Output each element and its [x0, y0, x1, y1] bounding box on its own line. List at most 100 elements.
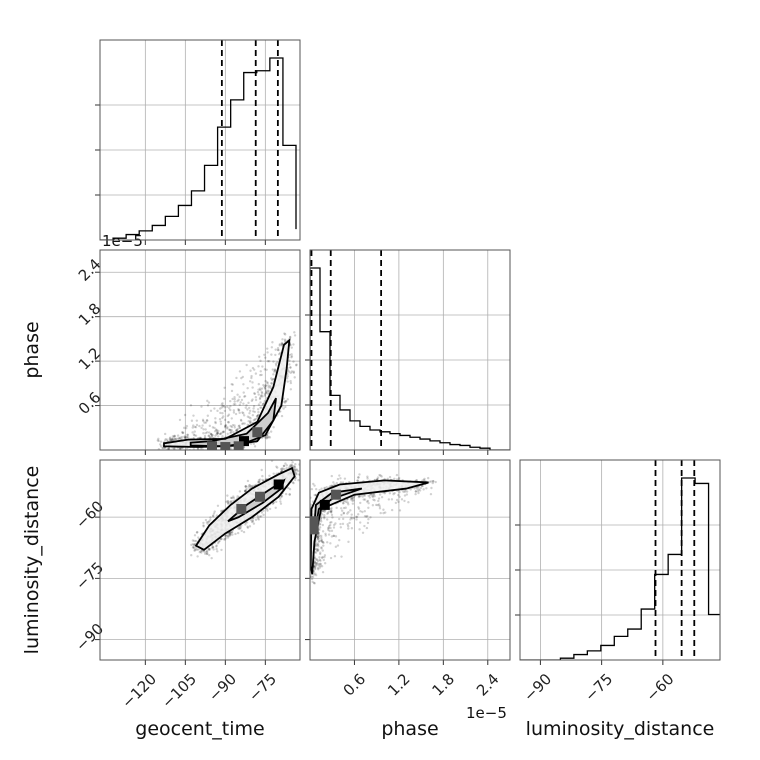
phase-vs-luminosity-distance-sample-point	[318, 556, 321, 559]
geocent-time-vs-phase-sample-point	[203, 434, 207, 438]
y-axis-title-phase: phase	[21, 321, 43, 378]
geocent-time-vs-luminosity-distance-sample-point	[259, 515, 263, 518]
geocent-time-vs-phase-sample-point	[210, 433, 213, 436]
geocent-time-vs-luminosity-distance-sample-point	[257, 481, 260, 484]
geocent-time-vs-phase-sample-point	[260, 392, 264, 395]
geocent-time-vs-phase-sample-point	[173, 434, 176, 437]
phase-vs-luminosity-distance-sample-point	[315, 561, 319, 565]
geocent-time-vs-phase-sample-point	[266, 381, 269, 385]
geocent-time-vs-luminosity-distance-sample-point	[200, 549, 203, 552]
geocent-time-vs-phase-sample-point	[263, 392, 267, 396]
geocent-time-vs-phase-sample-point	[178, 437, 181, 441]
geocent-time-vs-phase-sample-point	[284, 405, 287, 409]
geocent-time-vs-phase-sample-point	[215, 433, 218, 436]
phase-vs-luminosity-distance-sample-point	[317, 537, 320, 540]
geocent-time-vs-luminosity-distance-sample-point	[256, 517, 260, 520]
geocent-time-vs-luminosity-distance-sample-point	[261, 478, 264, 482]
geocent-time-vs-phase-sample-point	[251, 386, 254, 389]
geocent-time-vs-phase-sample-point	[210, 434, 214, 437]
phase-vs-luminosity-distance-sample-point	[313, 556, 317, 560]
geocent-time-vs-luminosity-distance-sample-point	[209, 516, 212, 519]
geocent-time-vs-phase-sample-point	[248, 416, 251, 419]
geocent-time-vs-phase-sample-point	[182, 426, 186, 430]
phase-vs-luminosity-distance-sample-point	[334, 522, 337, 525]
phase-vs-luminosity-distance-sample-point	[323, 514, 326, 517]
geocent-time-vs-luminosity-distance-sample-point	[289, 465, 293, 468]
geocent-time-vs-phase-sample-point	[254, 398, 258, 402]
geocent-time-vs-phase-sample-point	[265, 368, 268, 371]
geocent-time-vs-phase-sample-point	[264, 384, 267, 387]
geocent-time-vs-luminosity-distance-sample-point	[251, 519, 254, 522]
geocent-time-vs-phase-sample-point	[220, 406, 223, 409]
phase-vs-luminosity-distance-sample-point	[351, 517, 354, 520]
geocent-time-vs-luminosity-distance-sample-point	[206, 522, 209, 525]
phase-vs-luminosity-distance-sample-point	[323, 554, 327, 557]
geocent-time-vs-phase-sample-point	[230, 425, 234, 429]
geocent-time-vs-luminosity-distance-sample-point	[211, 514, 215, 517]
phase-vs-luminosity-distance-sample-point	[318, 526, 322, 529]
geocent-time-vs-luminosity-distance-sample-point	[202, 524, 205, 527]
geocent-time-vs-phase-sample-point	[236, 399, 239, 403]
geocent-time-vs-luminosity-distance-sample-point	[229, 533, 232, 536]
geocent-time-vs-phase-sample-point	[250, 399, 254, 403]
phase-vs-luminosity-distance-sample-point	[415, 487, 419, 490]
phase-vs-luminosity-distance-sample-point	[323, 510, 326, 513]
phase-vs-luminosity-distance-sample-point	[314, 563, 318, 567]
phase-vs-luminosity-distance-sample-point	[363, 509, 366, 513]
phase-vs-luminosity-distance-sample-point	[407, 501, 410, 504]
phase-vs-luminosity-distance-sample-point	[323, 555, 326, 559]
geocent-time-vs-luminosity-distance-sample-point	[216, 550, 219, 553]
geocent-time-vs-phase-sample-point	[230, 429, 233, 432]
phase-vs-luminosity-distance-sample-point	[333, 555, 337, 558]
geocent-time-vs-phase-sample-point	[181, 431, 185, 435]
phase-vs-luminosity-distance-sample-point	[327, 526, 330, 529]
phase-vs-luminosity-distance-sample-point	[329, 510, 333, 513]
phase-histogram-panel-plot-area	[310, 250, 510, 450]
phase-vs-luminosity-distance-sample-point	[313, 493, 316, 497]
geocent-time-vs-luminosity-distance-sample-point	[224, 536, 227, 540]
phase-vs-luminosity-distance-sample-point	[333, 523, 336, 527]
geocent-time-vs-phase-sample-point	[288, 335, 292, 339]
phase-vs-luminosity-distance-sample-point	[339, 526, 343, 529]
geocent-time-vs-luminosity-distance-sample-point	[227, 534, 231, 538]
geocent-time-vs-phase-sample-point	[166, 438, 169, 441]
geocent-time-vs-phase-sample-point	[269, 430, 273, 433]
phase-vs-luminosity-distance-sample-point	[382, 511, 385, 515]
geocent-time-vs-luminosity-distance-sample-point	[202, 521, 205, 525]
geocent-time-vs-phase-sample-point	[235, 429, 238, 432]
phase-vs-luminosity-distance-sample-point	[332, 526, 336, 529]
phase-hist-bin	[450, 445, 460, 450]
phase-vs-luminosity-distance-sample-point	[320, 538, 323, 542]
geocent-time-vs-luminosity-distance-sample-point	[232, 496, 235, 500]
phase-vs-luminosity-distance-sample-point	[394, 501, 398, 505]
geocent-time-vs-phase-sample-point	[237, 398, 240, 402]
geocent-time-vs-luminosity-distance-sample-point	[284, 492, 288, 496]
geocent-time-vs-luminosity-distance-sample-point	[208, 548, 212, 551]
geocent-time-vs-phase-sample-point	[195, 423, 199, 427]
geocent-time-vs-phase-sample-point	[268, 436, 272, 439]
phase-vs-luminosity-distance-sample-point	[378, 493, 382, 496]
phase-vs-luminosity-distance-sample-point	[372, 493, 375, 496]
geocent-time-vs-phase-sample-point	[233, 400, 236, 403]
geocent-time-vs-phase-sample-point	[217, 429, 220, 433]
phase-vs-luminosity-distance-sample-point	[320, 534, 323, 538]
phase-vs-luminosity-distance-sample-point	[365, 515, 368, 518]
geocent-time-vs-phase-sample-point	[273, 369, 277, 372]
phase-vs-luminosity-distance-sample-point	[320, 547, 323, 550]
geocent-time-vs-phase-sample-point	[252, 407, 255, 410]
phase-vs-luminosity-distance-sample-point	[332, 481, 335, 484]
geocent-time-hist-bin	[231, 100, 244, 240]
geocent-time-vs-phase-sample-point	[210, 435, 214, 438]
geocent-time-vs-phase-sample-point	[276, 346, 280, 350]
geocent-time-vs-phase-sample-point	[292, 360, 295, 363]
phase-hist-bin	[340, 410, 350, 450]
geocent-time-vs-phase-sample-point	[289, 379, 292, 383]
geocent-time-vs-phase-sample-point	[203, 421, 206, 424]
geocent-time-vs-phase-sample-point	[259, 370, 262, 373]
geocent-time-vs-luminosity-distance-sample-point	[290, 464, 294, 467]
phase-vs-luminosity-distance-sample-point	[322, 509, 325, 513]
phase-vs-luminosity-distance-sample-point	[330, 513, 334, 517]
geocent-time-vs-luminosity-distance-sample-point	[249, 485, 252, 489]
geocent-time-vs-luminosity-distance-sample-point	[293, 465, 296, 468]
geocent-time-vs-phase-sample-point	[252, 368, 256, 371]
